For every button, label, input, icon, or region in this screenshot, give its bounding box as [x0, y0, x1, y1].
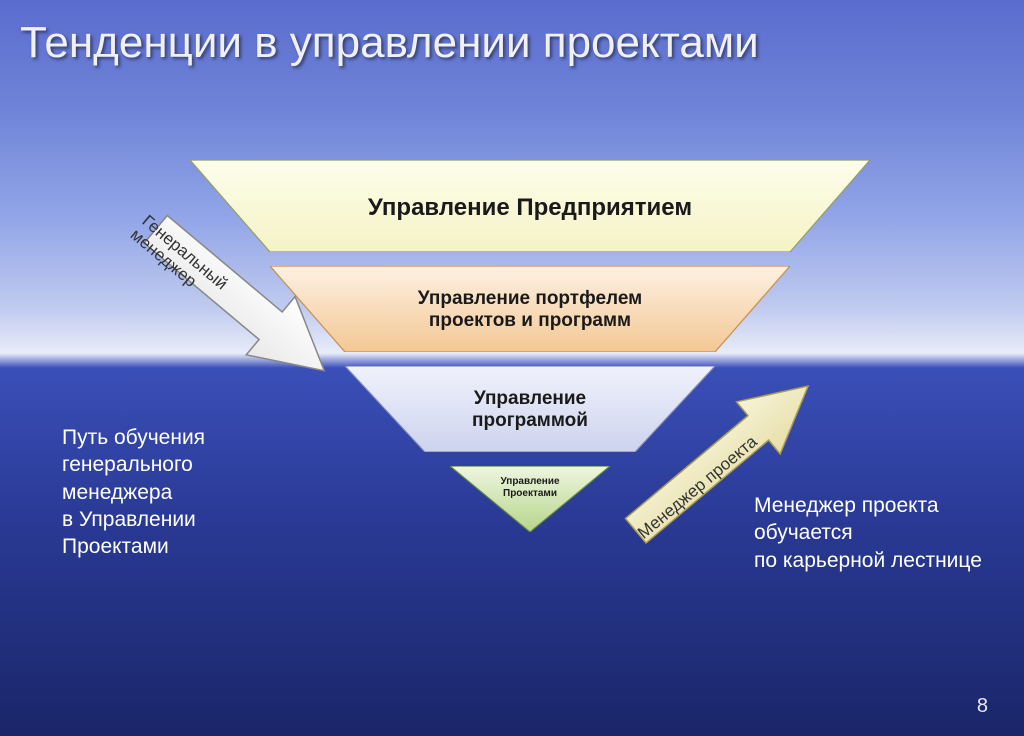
pyramid-layer-label-3: Управление Проектами: [450, 476, 610, 499]
pyramid-layer-3: Управление Проектами: [450, 466, 610, 532]
left-arrow: [110, 170, 370, 430]
slide-title: Тенденции в управлении проектами: [20, 18, 759, 68]
left-caption: Путь обучения генерального менеджера в У…: [62, 424, 282, 560]
page-number: 8: [977, 695, 988, 718]
right-caption: Менеджер проекта обучается по карьерной …: [754, 492, 984, 574]
